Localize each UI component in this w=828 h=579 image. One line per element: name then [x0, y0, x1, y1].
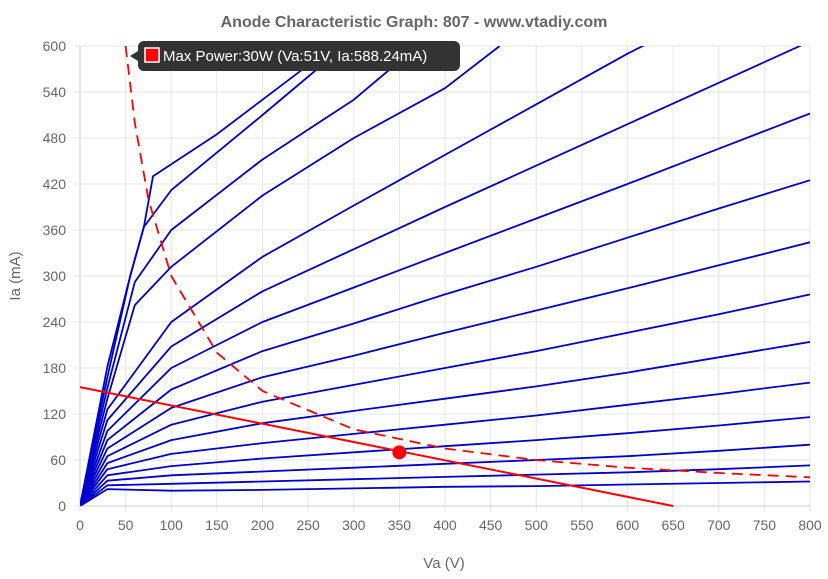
- y-tick-label: 300: [43, 268, 67, 284]
- y-tick-label: 540: [43, 84, 67, 100]
- x-tick-label: 400: [433, 517, 457, 533]
- y-tick-label: 120: [43, 406, 67, 422]
- max-power-curve: [124, 46, 810, 479]
- max-power-curve-group: [124, 46, 810, 479]
- characteristic-curve: [80, 46, 419, 506]
- x-tick-label: 350: [388, 517, 412, 533]
- x-tick-label: 250: [296, 517, 320, 533]
- load-line-group: [79, 386, 674, 507]
- y-tick-label: 0: [58, 498, 66, 514]
- characteristic-curve: [80, 341, 810, 506]
- characteristic-curve: [80, 443, 810, 506]
- tooltip-color-swatch: [144, 47, 160, 63]
- x-tick-label: 600: [616, 517, 640, 533]
- x-tick-label: 500: [525, 517, 549, 533]
- y-axis-label: Ia (mA): [7, 251, 24, 300]
- operating-point-group[interactable]: [392, 445, 407, 460]
- grid: [74, 45, 811, 512]
- y-tick-label: 180: [43, 360, 67, 376]
- y-tick-label: 420: [43, 176, 67, 192]
- x-tick-label: 200: [251, 517, 275, 533]
- characteristic-curve: [80, 46, 645, 506]
- x-tick-label: 550: [570, 517, 594, 533]
- x-tick-label: 750: [753, 517, 777, 533]
- x-tick-label: 650: [661, 517, 685, 533]
- characteristic-curve: [80, 46, 803, 506]
- characteristic-curve: [80, 480, 810, 506]
- x-tick-labels: 0 50 100 150 200 250 300 350 400 450 500 550 600 650 7…: [76, 517, 822, 533]
- tooltip-background: [138, 41, 460, 71]
- characteristic-curve: [80, 464, 810, 506]
- x-tick-label: 100: [160, 517, 184, 533]
- x-tick-label: 0: [76, 517, 84, 533]
- characteristic-curve: [80, 381, 810, 506]
- x-tick-label: 300: [342, 517, 366, 533]
- y-tick-labels: 0 60 120 180 240 300 360 420 480 540 600: [43, 38, 67, 514]
- characteristic-curve: [80, 46, 501, 506]
- characteristic-curve: [80, 179, 810, 506]
- load-line: [79, 386, 674, 507]
- tooltip-pointer: [130, 51, 138, 61]
- y-tick-label: 60: [50, 452, 66, 468]
- x-tick-label: 700: [707, 517, 731, 533]
- x-tick-label: 450: [479, 517, 503, 533]
- chart-title: Anode Characteristic Graph: 807 - www.vt…: [221, 14, 608, 31]
- y-tick-label: 360: [43, 222, 67, 238]
- characteristic-curve: [80, 241, 810, 506]
- x-tick-label: 150: [205, 517, 229, 533]
- x-tick-label: 800: [798, 517, 822, 533]
- y-tick-label: 480: [43, 130, 67, 146]
- characteristic-curve: [80, 46, 337, 506]
- max-power-tooltip: Max Power:30W (Va:51V, Ia:588.24mA): [130, 41, 460, 71]
- y-tick-label: 600: [43, 38, 67, 54]
- x-tick-label: 50: [118, 517, 134, 533]
- characteristic-curve: [80, 293, 810, 506]
- y-tick-label: 240: [43, 314, 67, 330]
- x-axis-label: Va (V): [423, 555, 464, 572]
- tooltip-text: Max Power:30W (Va:51V, Ia:588.24mA): [163, 48, 427, 65]
- operating-point-marker[interactable]: [392, 445, 407, 460]
